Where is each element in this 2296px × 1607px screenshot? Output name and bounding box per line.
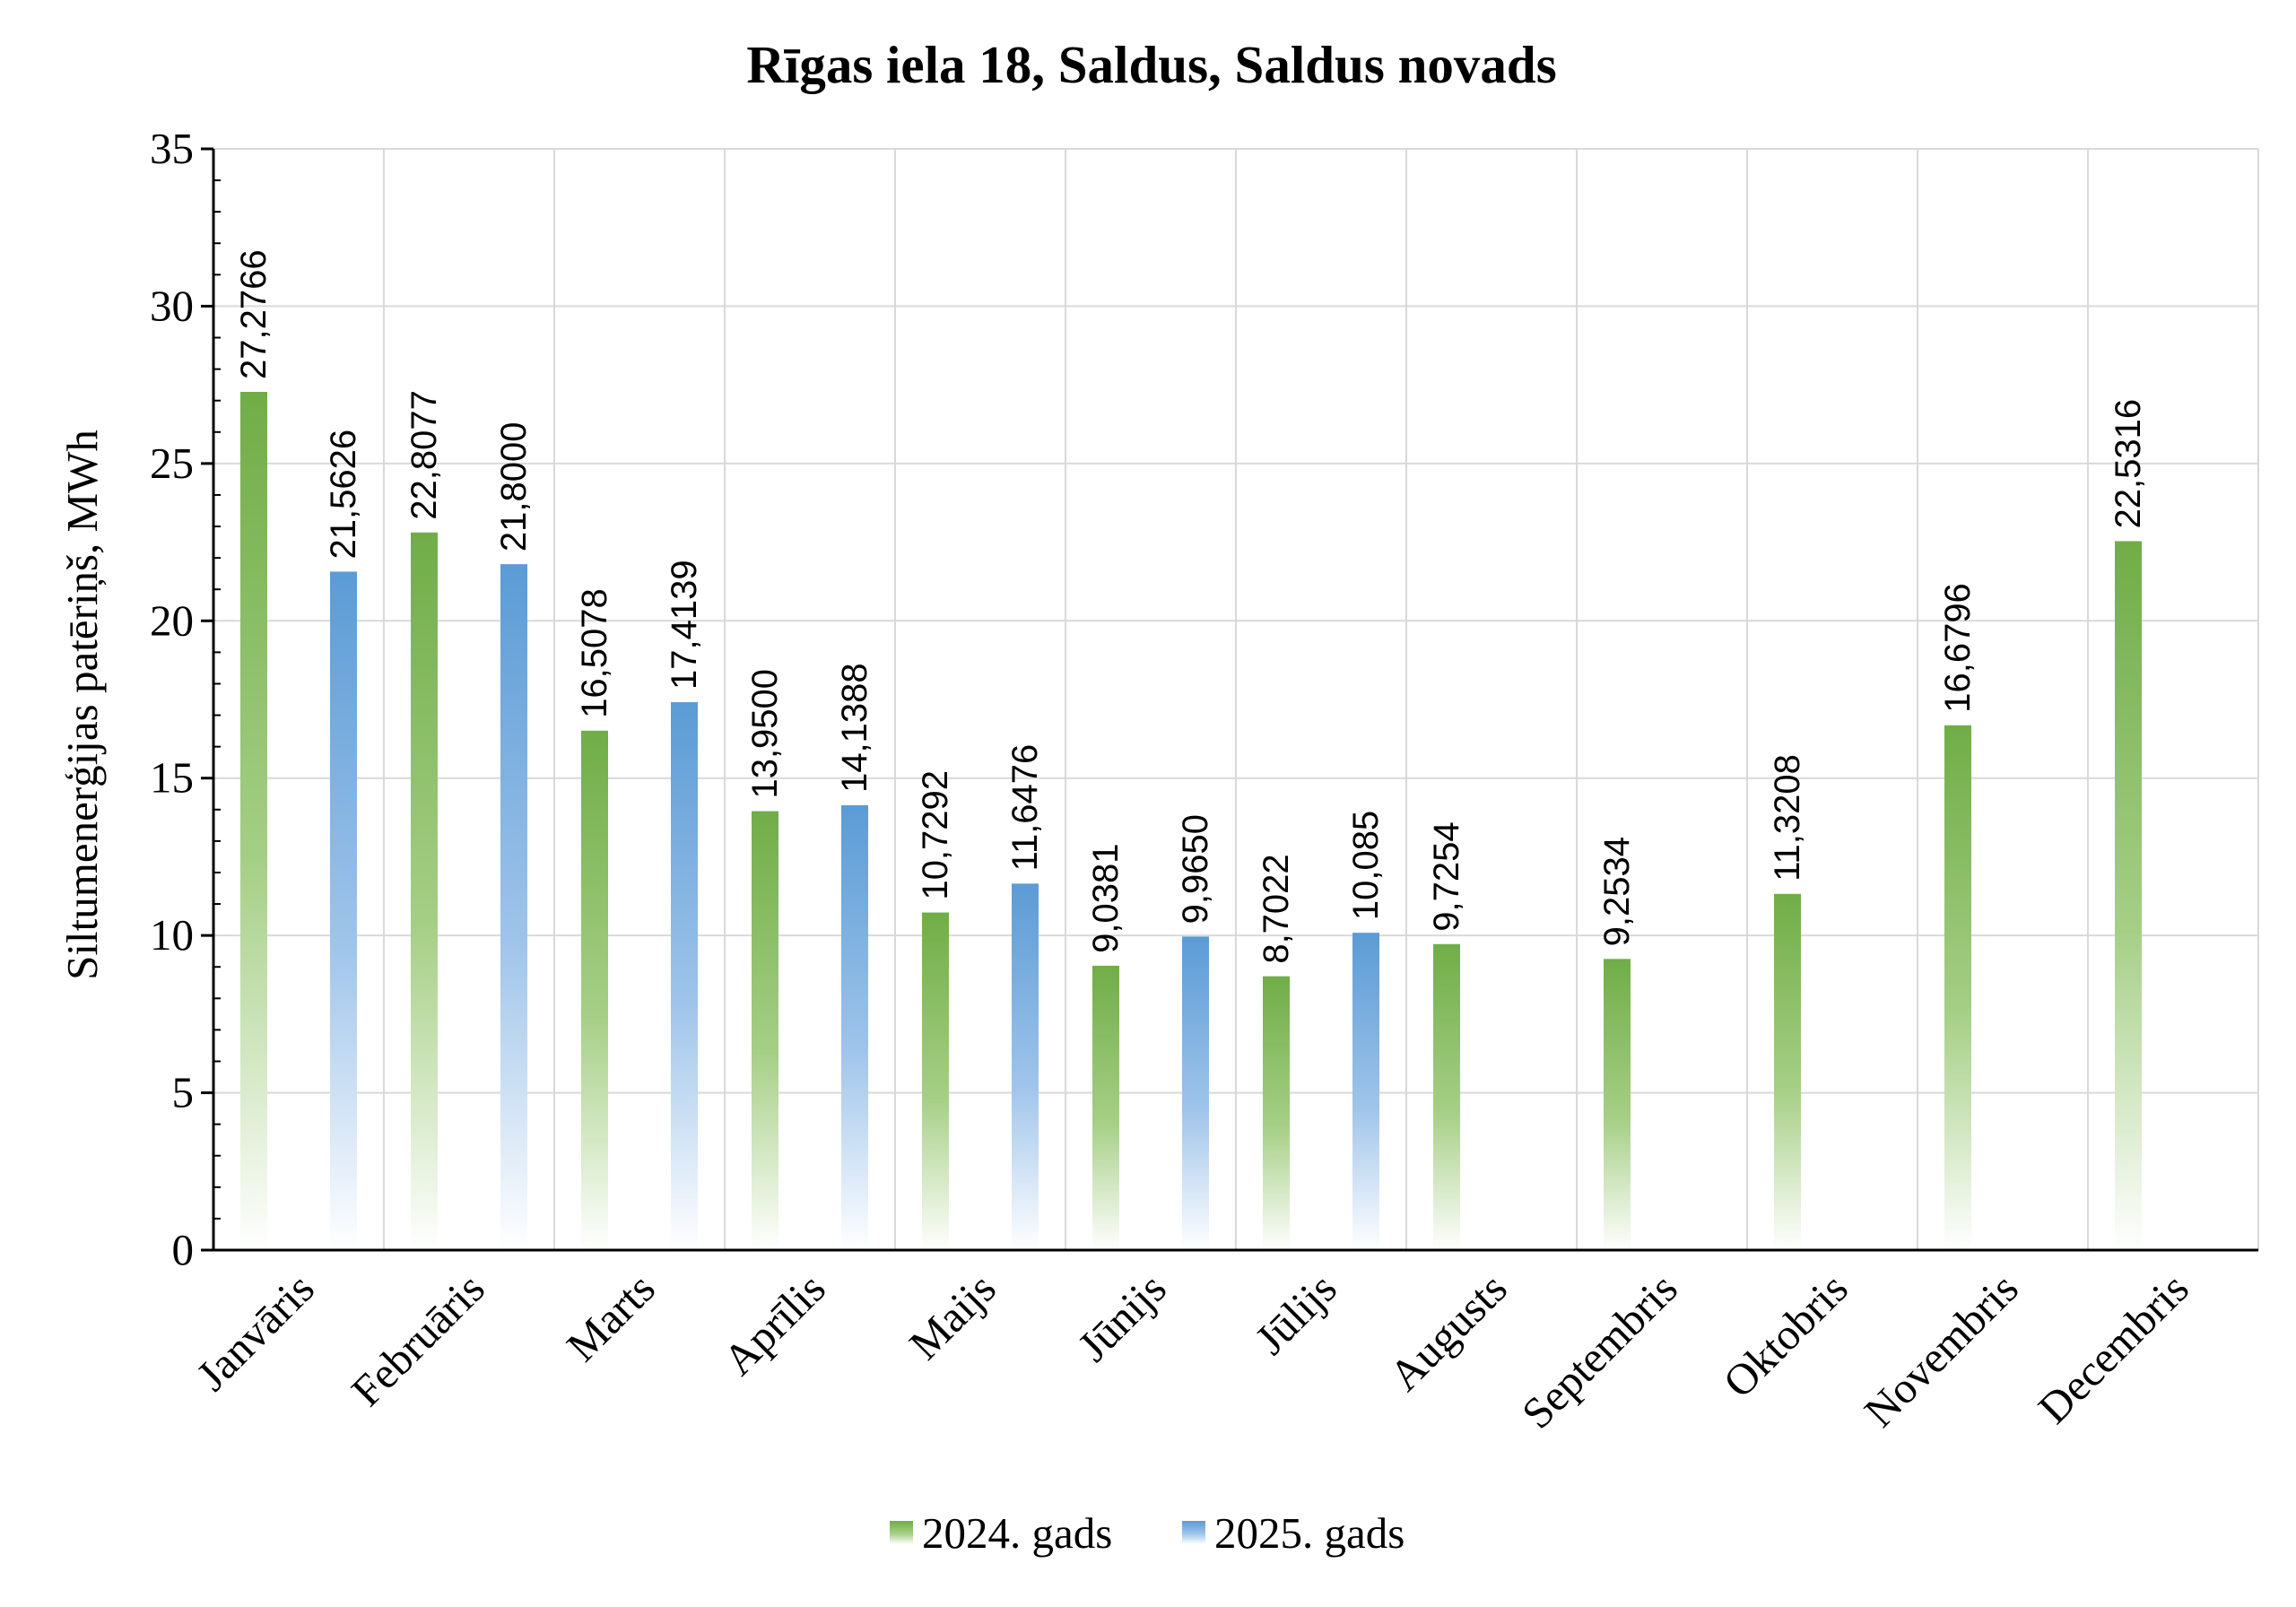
data-label: 11,6476 bbox=[1005, 744, 1045, 872]
bar-2024 bbox=[2115, 541, 2142, 1250]
data-label: 21,5626 bbox=[324, 430, 363, 560]
bar-2025 bbox=[330, 571, 357, 1250]
data-label: 22,8077 bbox=[404, 390, 444, 520]
bar-2024 bbox=[922, 912, 949, 1250]
x-tick-label: Janvāris bbox=[187, 1264, 323, 1400]
data-label: 10,085 bbox=[1346, 811, 1386, 920]
data-label: 27,2766 bbox=[234, 249, 274, 379]
data-label: 21,8000 bbox=[494, 422, 534, 552]
y-axis-label: Siltumenerģijas patēriņš, MWh bbox=[57, 430, 107, 980]
x-tick-label: Augusts bbox=[1379, 1264, 1516, 1400]
bar-2025 bbox=[671, 702, 698, 1250]
x-tick-label: Decembris bbox=[2029, 1264, 2198, 1433]
bar-2024 bbox=[1774, 893, 1801, 1250]
x-tick-label: Jūlijs bbox=[1246, 1264, 1346, 1364]
bar-2025 bbox=[1182, 936, 1209, 1250]
x-tick-label: Oktobris bbox=[1714, 1264, 1857, 1407]
data-labels: 27,2766 22,8077 16,5078 13,9500 10,7292 9,038… bbox=[234, 249, 2148, 963]
bars bbox=[240, 391, 2142, 1250]
data-label: 22,5316 bbox=[2109, 399, 2148, 529]
y-tick-label: 5 bbox=[172, 1068, 195, 1117]
gridlines bbox=[213, 148, 2259, 1250]
x-tick-label: Septembris bbox=[1512, 1264, 1687, 1438]
data-label: 9,9650 bbox=[1176, 814, 1215, 924]
y-tick-label: 15 bbox=[150, 753, 194, 803]
bar-2025 bbox=[1012, 883, 1039, 1250]
bar-2024 bbox=[411, 532, 438, 1250]
bar-2025 bbox=[841, 804, 868, 1250]
data-label: 14,1388 bbox=[835, 663, 874, 793]
x-tick-label: Novembris bbox=[1855, 1264, 2028, 1437]
bar-2024 bbox=[240, 391, 267, 1250]
data-label: 10,7292 bbox=[916, 770, 955, 900]
x-tick-label: Februāris bbox=[342, 1264, 494, 1416]
data-label: 13,9500 bbox=[745, 669, 785, 799]
legend-label: 2024. gads bbox=[922, 1508, 1112, 1558]
chart-title: Rīgas iela 18, Saldus, Saldus novads bbox=[746, 35, 1556, 94]
data-label: 16,5078 bbox=[575, 588, 614, 718]
y-tick-label: 20 bbox=[150, 595, 194, 645]
y-tick-label: 25 bbox=[150, 439, 194, 488]
bar-2024 bbox=[1092, 965, 1119, 1250]
data-label: 16,6796 bbox=[1938, 583, 1978, 713]
x-tick-label: Marts bbox=[557, 1264, 665, 1371]
data-label: 17,4139 bbox=[665, 560, 704, 690]
legend-label: 2025. gads bbox=[1214, 1508, 1405, 1558]
bar-2025 bbox=[500, 564, 527, 1250]
y-tick-label: 10 bbox=[150, 910, 194, 960]
data-label: 9,0381 bbox=[1086, 844, 1126, 953]
bar-2024 bbox=[1263, 976, 1290, 1250]
bar-2025 bbox=[1352, 933, 1379, 1250]
bar-2024 bbox=[1604, 959, 1631, 1250]
x-tick-label: Maijs bbox=[900, 1264, 1005, 1369]
data-label: 11,3208 bbox=[1768, 754, 1807, 882]
y-tick-label: 35 bbox=[150, 124, 194, 173]
y-tick-label: 0 bbox=[172, 1225, 195, 1274]
bar-2024 bbox=[581, 730, 608, 1250]
bar-2024 bbox=[752, 811, 778, 1250]
data-label: 9,2534 bbox=[1597, 837, 1637, 946]
data-label: 9,7254 bbox=[1427, 821, 1466, 931]
legend-swatch-2024 bbox=[890, 1521, 913, 1544]
legend: 2024. gads 2025. gads bbox=[890, 1508, 1405, 1558]
bar-2024 bbox=[1944, 725, 1971, 1250]
y-tick-label: 30 bbox=[150, 281, 194, 330]
x-tick-label: Aprīlis bbox=[714, 1264, 835, 1385]
bar-2024 bbox=[1433, 943, 1460, 1250]
x-tick-label: Jūnijs bbox=[1068, 1264, 1176, 1371]
legend-swatch-2025 bbox=[1182, 1521, 1205, 1544]
data-label: 8,7022 bbox=[1257, 854, 1296, 963]
